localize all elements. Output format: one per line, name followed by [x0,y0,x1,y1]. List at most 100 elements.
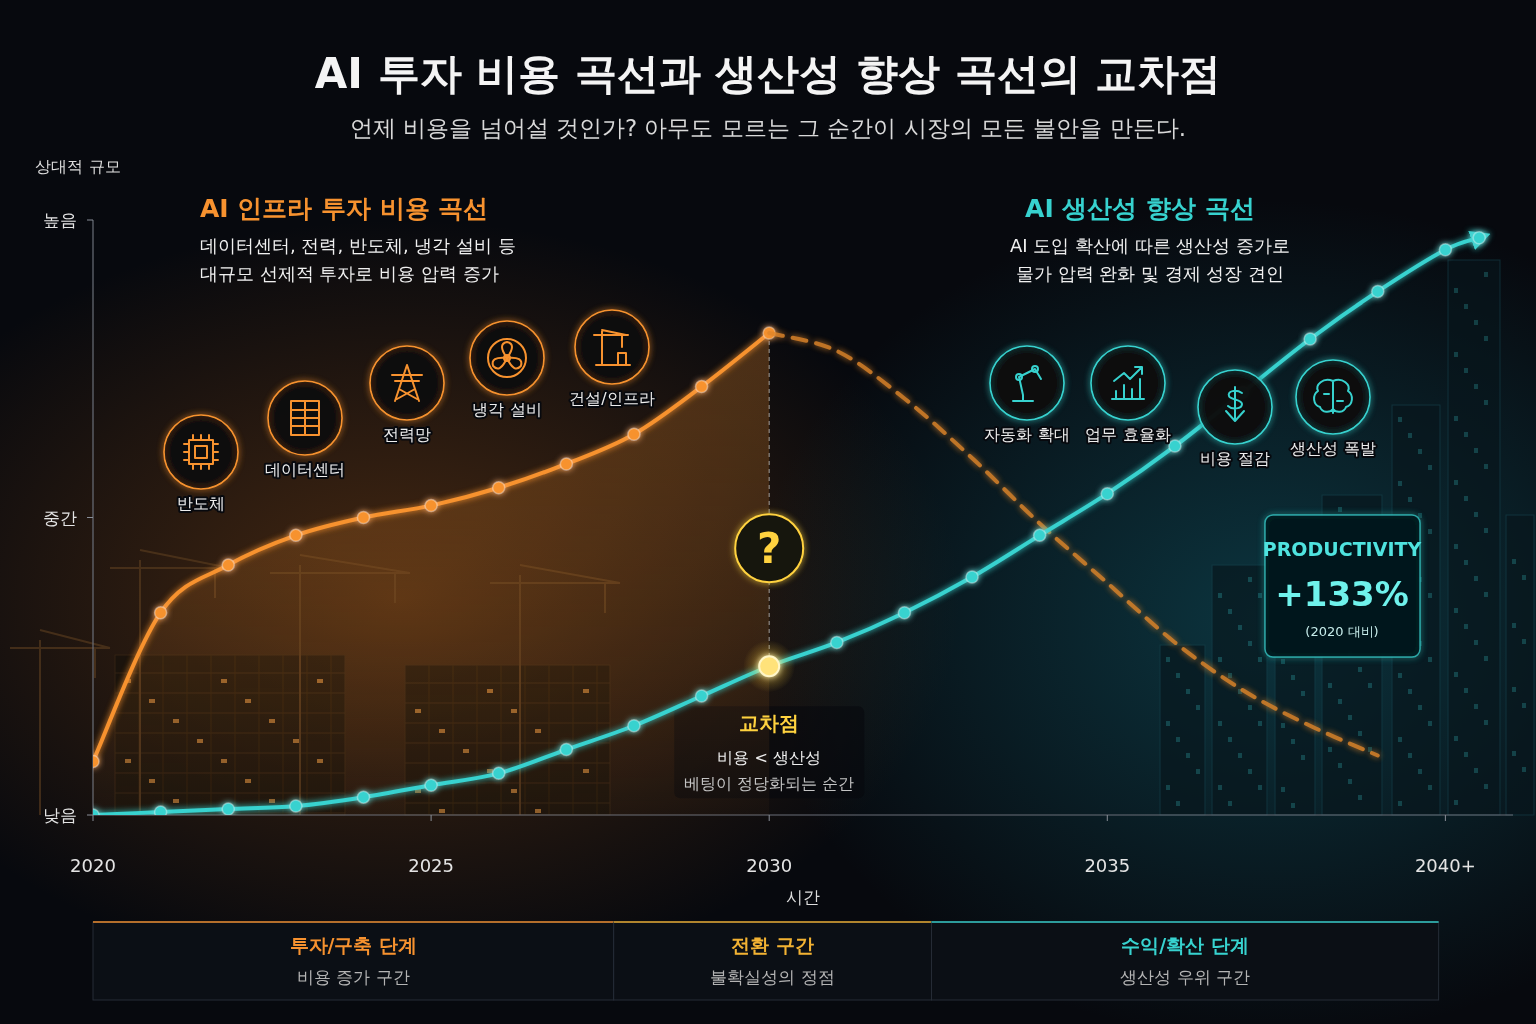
icon-glyph [392,365,422,401]
crossover-note: 비용 < 생산성 [717,748,821,767]
question-mark: ? [757,524,781,573]
window [1248,705,1252,710]
icon-circle [1296,360,1370,434]
x-axis-title: 시간 [786,887,820,907]
window [1484,336,1488,341]
icon-label: 데이터센터 [265,460,345,479]
window [1464,560,1468,565]
point [628,428,640,440]
window [1291,739,1295,744]
x-tick-label: 2025 [408,855,454,876]
icon-stroke [504,355,510,361]
icon-stroke [184,435,218,469]
phase-top-line [931,921,1438,923]
window [1522,639,1526,644]
window [1474,768,1478,773]
point [1169,440,1181,452]
window [1428,657,1432,662]
icon-glyph [488,339,526,377]
icon-stroke [392,365,422,401]
chart: AI 투자 비용 곡선과 생산성 향상 곡선의 교차점언제 비용을 넘어설 것인… [0,0,1536,1024]
window [1484,784,1488,789]
window [1398,673,1402,678]
phase-box [931,922,1438,1000]
icon-label: 생산성 폭발 [1290,439,1375,458]
point [966,571,978,583]
icon-stroke [594,330,630,365]
icon-circle [164,415,238,489]
window [1408,497,1412,502]
x-tick [1445,815,1446,821]
icon-glyph [184,435,218,469]
window [1301,691,1305,696]
window [1484,528,1488,533]
window [1398,801,1402,806]
phase-title: 투자/구축 단계 [290,934,418,956]
window [1301,755,1305,760]
window [1474,640,1478,645]
icon-circle [370,346,444,420]
point [1473,232,1485,244]
window [1454,608,1458,613]
phase: 전환 구간불확실성의 정점 [614,922,932,1000]
plot-area [93,232,1485,815]
window [1258,657,1262,662]
window [1474,512,1478,517]
icon-stroke [491,354,510,371]
crossover-point [759,656,779,676]
window [1258,785,1262,790]
window [1291,803,1295,808]
window [1512,623,1516,628]
window [1166,721,1170,726]
axes: 낮음중간높음20202025203020352040+ [43,210,1513,876]
window [1196,769,1200,774]
window [1398,481,1402,486]
line-0 [93,333,769,761]
window [1484,400,1488,405]
tower [1160,645,1205,815]
window [1474,704,1478,709]
window [1408,753,1412,758]
window [1464,304,1468,309]
icon-stroke [189,440,213,464]
window [1454,480,1458,485]
icon: 냉각 설비 [470,321,544,419]
window [1464,624,1468,629]
icon-stroke [1032,366,1038,372]
x-tick [1107,815,1108,821]
window [1408,689,1412,694]
window [1328,747,1332,752]
icon: 생산성 폭발 [1290,360,1375,458]
tower [1506,515,1534,815]
phase-title: 전환 구간 [731,934,814,956]
icon-stroke [488,339,526,377]
phase-top-line [614,921,932,923]
phase: 투자/구축 단계비용 증가 구간 [93,922,614,1000]
icon-glyph [291,401,319,435]
series-title: AI 인프라 투자 비용 곡선 [200,194,488,223]
window [1464,368,1468,373]
point [425,500,437,512]
x-tick [431,815,432,821]
series-title: AI 생산성 향상 곡선 [1025,194,1255,223]
icon-label: 건설/인프라 [569,389,654,408]
icon-stroke [184,435,218,469]
icon: 데이터센터 [265,381,345,479]
phase-subtitle: 생산성 우위 구간 [1120,967,1250,987]
window [1218,657,1222,662]
icon-stroke [505,354,524,371]
icon-glyph [1314,380,1352,413]
window [1328,683,1332,688]
phase-subtitle: 비용 증가 구간 [297,967,410,987]
window [1484,720,1488,725]
callout-value: +133% [1275,574,1409,614]
window [1484,592,1488,597]
x-tick-label: 2020 [70,855,116,876]
window [1454,288,1458,293]
icon-stroke [291,417,319,419]
point [155,607,167,619]
callout: PRODUCTIVITY+133%(2020 대비) [1263,515,1422,657]
window [1348,715,1352,720]
phase-subtitle: 불확실성의 정점 [710,967,834,987]
icon-glyph [1013,366,1041,401]
